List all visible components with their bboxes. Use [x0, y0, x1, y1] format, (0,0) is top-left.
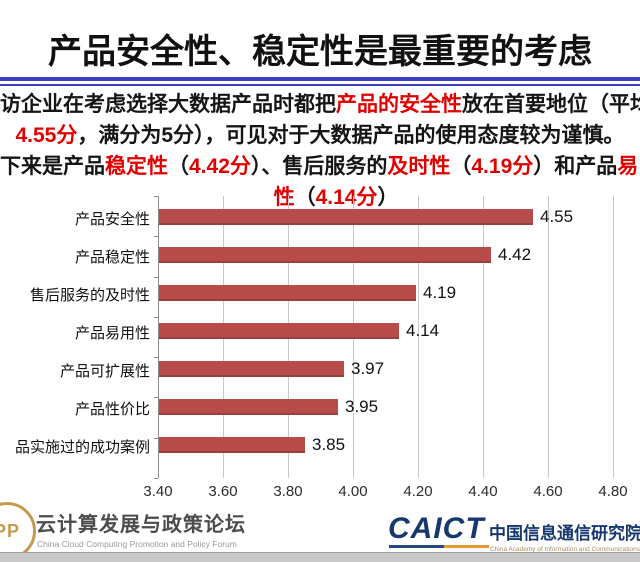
caict-name-cn: 中国信息通信研究院: [489, 524, 640, 543]
bar: [159, 247, 491, 263]
cloud-forum-name-en: China Cloud Computing Promotion and Poli…: [37, 539, 237, 549]
category-axis: [158, 196, 159, 478]
axis-tick: [154, 196, 158, 197]
x-tick-label: 3.40: [143, 483, 173, 500]
intro-text: （: [294, 186, 316, 209]
axis-tick: [154, 317, 158, 318]
intro-line: 性（4.14分）: [0, 183, 640, 213]
intro-text: ，满分为5分），可见对于大数据产品的使用态度较为谨慎。: [77, 124, 625, 147]
title-separator-thick: [0, 77, 640, 81]
cloud-forum-badge-text: PP: [0, 520, 20, 541]
axis-tick: [154, 236, 158, 237]
intro-highlight: 稳定性: [105, 155, 168, 178]
intro-highlight: 4.19分: [471, 155, 534, 178]
category-label: 产品安全性: [74, 211, 150, 228]
category-label: 产品稳定性: [74, 249, 150, 266]
bar: [159, 437, 305, 453]
intro-highlight: 4.55分: [15, 124, 78, 147]
intro-text: ）: [377, 186, 399, 209]
intro-highlight: 易: [617, 155, 639, 178]
x-tick-label: 4.20: [403, 483, 433, 500]
intro-text: ）和产品: [533, 155, 618, 178]
bar-value-label: 3.85: [312, 435, 346, 454]
title-separator-thin: [0, 84, 640, 86]
bar-value-label: 4.55: [540, 207, 574, 226]
gridline: [418, 196, 419, 478]
intro-text: （: [168, 155, 189, 178]
caict-name-en: China Academy of Information and Communi…: [490, 546, 640, 553]
axis-tick: [154, 478, 158, 479]
gridline: [613, 196, 614, 478]
intro-text: 下来是产品: [0, 155, 105, 178]
intro-highlight: 性: [273, 186, 295, 209]
bottom-border-band: [0, 552, 640, 562]
intro-highlight: 产品的安全性: [336, 93, 462, 116]
x-tick-label: 4.00: [338, 483, 368, 500]
intro-highlight: 4.42分: [189, 155, 251, 178]
bar: [159, 361, 344, 377]
category-label: 售后服务的及时性: [29, 287, 150, 304]
bar-value-label: 3.97: [351, 359, 385, 378]
intro-highlight: 及时性: [387, 155, 451, 178]
x-tick-label: 3.60: [208, 483, 238, 500]
category-label: 产品可扩展性: [59, 363, 150, 380]
intro-highlight: 4.14分: [315, 186, 378, 209]
bar-value-label: 3.95: [345, 397, 379, 416]
cloud-forum-name-cn: 云计算发展与政策论坛: [36, 514, 246, 536]
category-label: 产品性价比: [74, 401, 150, 418]
category-label: 品实施过的成功案例: [14, 439, 150, 456]
axis-tick: [154, 438, 158, 439]
axis-tick: [154, 277, 158, 278]
bar: [159, 285, 416, 301]
x-tick-label: 4.80: [598, 483, 628, 500]
gridline: [548, 196, 549, 478]
intro-line: 4.55分，满分为5分），可见对于大数据产品的使用态度较为谨慎。: [0, 121, 640, 151]
bar-value-label: 4.14: [406, 321, 440, 340]
category-label: 产品易用性: [74, 325, 150, 342]
bar: [159, 399, 338, 415]
bar-value-label: 4.19: [423, 283, 457, 302]
caict-logo-text: CAICT: [388, 512, 485, 545]
caict-logo-underline: [389, 545, 489, 548]
x-tick-label: 4.60: [533, 483, 563, 500]
axis-tick: [154, 397, 158, 398]
x-tick-label: 4.40: [468, 483, 498, 500]
slide-title: 产品安全性、稳定性是最重要的考虑: [48, 33, 592, 71]
intro-line: 下来是产品稳定性（4.42分）、售后服务的及时性（4.19分）和产品易: [0, 152, 640, 182]
intro-text: （: [450, 155, 472, 178]
axis-tick: [154, 357, 158, 358]
intro-text: 放在首要地位（平均: [462, 93, 640, 116]
gridline: [483, 196, 484, 478]
intro-line: 访企业在考虑选择大数据产品时都把产品的安全性放在首要地位（平均: [0, 90, 640, 120]
bar: [159, 323, 399, 339]
bar: [159, 209, 533, 225]
x-tick-label: 3.80: [273, 483, 303, 500]
bar-value-label: 4.42: [498, 245, 532, 264]
intro-text: 访企业在考虑选择大数据产品时都把: [0, 93, 336, 116]
intro-text: ）、售后服务的: [250, 155, 388, 178]
